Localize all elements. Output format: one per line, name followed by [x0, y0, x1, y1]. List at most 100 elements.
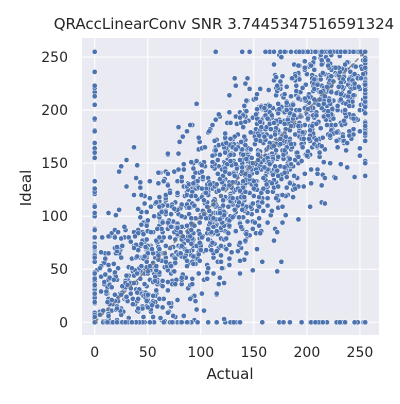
data-point — [302, 59, 307, 64]
data-point — [229, 250, 234, 255]
data-point — [179, 243, 184, 248]
data-point — [217, 152, 222, 157]
data-point — [160, 305, 165, 310]
data-point — [92, 210, 97, 215]
data-point — [189, 241, 194, 246]
data-point — [345, 165, 350, 170]
data-point — [265, 220, 270, 225]
data-point — [227, 256, 232, 261]
data-point — [243, 238, 248, 243]
data-point — [276, 173, 281, 178]
data-point — [282, 49, 287, 54]
data-point — [288, 49, 293, 54]
data-point — [254, 247, 259, 252]
data-point — [228, 136, 233, 141]
data-point — [211, 271, 216, 276]
data-point — [227, 93, 232, 98]
data-point — [135, 163, 140, 168]
data-point — [218, 259, 223, 264]
data-point — [248, 130, 253, 135]
data-point — [206, 320, 211, 325]
data-point — [312, 67, 317, 72]
data-point — [218, 243, 223, 248]
data-point — [322, 175, 327, 180]
data-point — [305, 49, 310, 54]
data-point — [109, 285, 114, 290]
data-point — [119, 164, 124, 169]
data-point — [233, 229, 238, 234]
data-point — [157, 195, 162, 200]
data-point — [172, 269, 177, 274]
data-point — [257, 216, 262, 221]
data-point — [189, 216, 194, 221]
data-point — [352, 174, 357, 179]
data-point — [106, 251, 111, 256]
data-point — [300, 85, 305, 90]
data-point — [291, 195, 296, 200]
data-point — [232, 76, 237, 81]
data-point — [92, 276, 97, 281]
data-point — [262, 105, 267, 110]
data-point — [92, 204, 97, 209]
data-point — [296, 63, 301, 68]
data-point — [317, 150, 322, 155]
data-point — [92, 186, 97, 191]
data-point — [97, 266, 102, 271]
data-point — [299, 320, 304, 325]
data-point — [92, 129, 97, 134]
data-point — [328, 161, 333, 166]
data-point — [181, 313, 186, 318]
data-point — [207, 208, 212, 213]
data-point — [142, 201, 147, 206]
data-point — [177, 139, 182, 144]
data-point — [184, 264, 189, 269]
data-point — [100, 235, 105, 240]
data-point — [334, 138, 339, 143]
data-point — [343, 62, 348, 67]
data-point — [224, 236, 229, 241]
data-point — [276, 184, 281, 189]
data-point — [124, 157, 129, 162]
data-point — [301, 184, 306, 189]
data-point — [117, 207, 122, 212]
data-point — [363, 131, 368, 136]
data-point — [92, 69, 97, 74]
data-point — [352, 320, 357, 325]
data-point — [215, 171, 220, 176]
data-point — [216, 112, 221, 117]
data-point — [169, 212, 174, 217]
data-point — [147, 179, 152, 184]
data-point — [363, 111, 368, 116]
data-point — [99, 250, 104, 255]
data-point — [195, 320, 200, 325]
data-point — [268, 127, 273, 132]
data-point — [263, 49, 268, 54]
data-point — [138, 185, 143, 190]
data-point — [296, 217, 301, 222]
data-point — [260, 320, 265, 325]
data-point — [279, 55, 284, 60]
data-point — [124, 184, 129, 189]
data-point — [261, 208, 266, 213]
data-point — [243, 119, 248, 124]
data-point — [165, 151, 170, 156]
data-point — [154, 264, 159, 269]
data-point — [244, 109, 249, 114]
data-point — [250, 268, 255, 273]
data-point — [189, 160, 194, 165]
data-point — [142, 282, 147, 287]
data-point — [171, 313, 176, 318]
data-point — [338, 162, 343, 167]
data-point — [138, 215, 143, 220]
data-point — [156, 181, 161, 186]
data-point — [316, 102, 321, 107]
data-point — [144, 237, 149, 242]
data-point — [165, 288, 170, 293]
data-point — [357, 153, 362, 158]
data-point — [321, 160, 326, 165]
data-point — [320, 135, 325, 140]
data-point — [233, 83, 238, 88]
data-point — [92, 116, 97, 121]
